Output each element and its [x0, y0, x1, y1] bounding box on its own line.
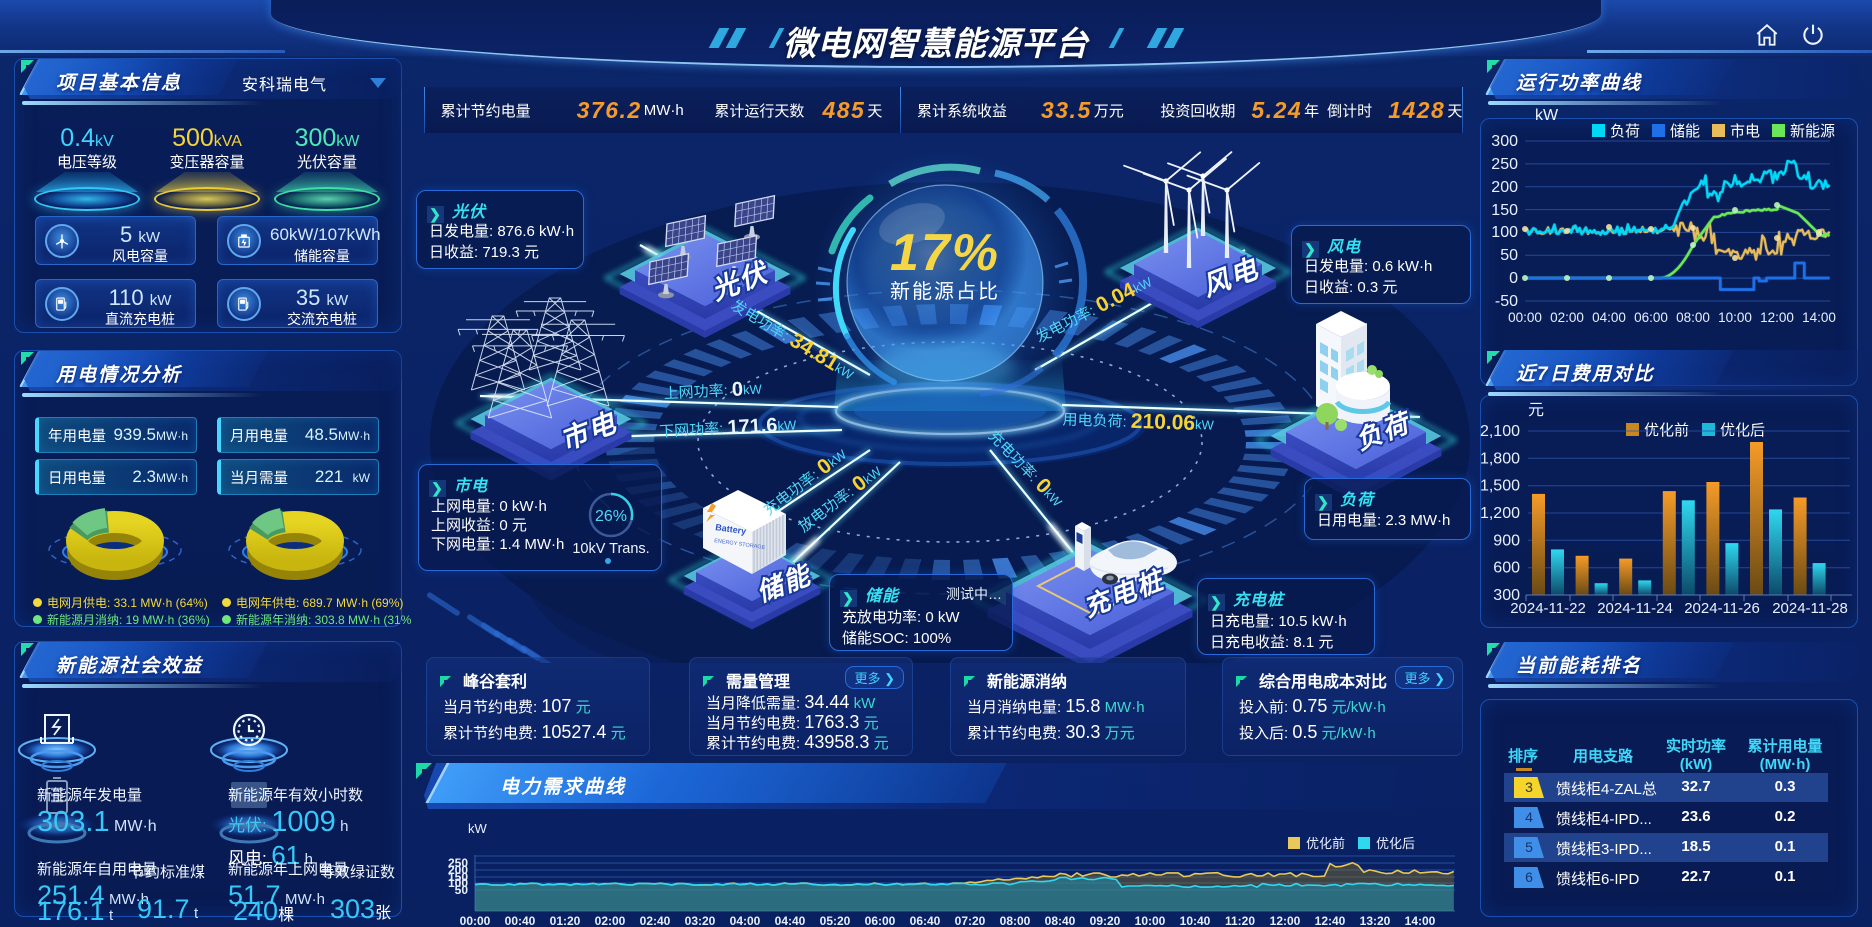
svg-text:08:00: 08:00 [1676, 310, 1710, 325]
svg-text:06:00: 06:00 [1634, 310, 1668, 325]
svg-text:00:00: 00:00 [460, 914, 491, 927]
svg-text:250: 250 [1491, 156, 1518, 173]
svg-text:12:00: 12:00 [1270, 914, 1301, 927]
svg-text:Battery: Battery [715, 522, 747, 536]
svg-text:储能: 储能 [1670, 123, 1700, 140]
svg-text:150: 150 [1491, 202, 1518, 219]
svg-text:2024-11-26: 2024-11-26 [1684, 600, 1760, 617]
svg-text:2024-11-28: 2024-11-28 [1772, 600, 1848, 617]
svg-text:1,800: 1,800 [1480, 450, 1520, 467]
svg-text:04:00: 04:00 [1592, 310, 1626, 325]
svg-text:0: 0 [1509, 270, 1518, 287]
svg-text:10:00: 10:00 [1718, 310, 1752, 325]
svg-text:14:00: 14:00 [1405, 914, 1436, 927]
svg-text:05:20: 05:20 [820, 914, 851, 927]
svg-text:17%: 17% [890, 224, 1000, 282]
svg-text:优化前: 优化前 [1306, 836, 1345, 851]
svg-text:900: 900 [1493, 532, 1520, 549]
svg-text:11:20: 11:20 [1225, 914, 1255, 927]
svg-text:10kV Trans.: 10kV Trans. [572, 541, 649, 557]
svg-text:00:40: 00:40 [505, 914, 536, 927]
svg-text:12:00: 12:00 [1760, 310, 1794, 325]
svg-text:600: 600 [1493, 560, 1520, 577]
svg-text:1,500: 1,500 [1480, 478, 1520, 495]
svg-text:02:40: 02:40 [640, 914, 671, 927]
svg-text:06:40: 06:40 [910, 914, 941, 927]
svg-text:上网功率: 0kW: 上网功率: 0kW [663, 377, 763, 404]
svg-text:150: 150 [448, 870, 468, 884]
svg-text:250: 250 [448, 856, 468, 870]
svg-text:kW: kW [1535, 107, 1559, 124]
svg-text:26%: 26% [595, 508, 627, 525]
svg-text:300: 300 [1493, 587, 1520, 604]
svg-text:12:40: 12:40 [1315, 914, 1346, 927]
svg-text:新能源占比: 新能源占比 [890, 280, 1000, 303]
svg-text:50: 50 [455, 883, 469, 897]
svg-text:下网功率: 171.6kW: 下网功率: 171.6kW [659, 413, 798, 442]
svg-text:300: 300 [1491, 133, 1518, 150]
svg-text:13:20: 13:20 [1360, 914, 1391, 927]
svg-text:元: 元 [1528, 402, 1544, 419]
svg-text:-50: -50 [1495, 293, 1518, 310]
svg-text:2,100: 2,100 [1480, 423, 1520, 440]
svg-text:04:40: 04:40 [775, 914, 806, 927]
svg-text:02:00: 02:00 [1550, 310, 1584, 325]
svg-text:14:00: 14:00 [1802, 310, 1836, 325]
svg-text:2024-11-24: 2024-11-24 [1597, 600, 1673, 617]
svg-text:优化后: 优化后 [1376, 836, 1415, 851]
svg-text:负荷: 负荷 [1610, 123, 1640, 140]
svg-text:07:20: 07:20 [955, 914, 986, 927]
svg-text:10:40: 10:40 [1180, 914, 1211, 927]
svg-text:03:20: 03:20 [685, 914, 716, 927]
svg-text:kW: kW [468, 821, 488, 836]
svg-text:00:00: 00:00 [1508, 310, 1542, 325]
svg-text:200: 200 [448, 863, 468, 877]
svg-text:01:20: 01:20 [550, 914, 581, 927]
svg-text:09:20: 09:20 [1090, 914, 1121, 927]
svg-text:08:40: 08:40 [1045, 914, 1076, 927]
svg-text:新能源: 新能源 [1790, 123, 1835, 140]
svg-text:04:00: 04:00 [730, 914, 761, 927]
svg-text:08:00: 08:00 [1000, 914, 1031, 927]
svg-text:02:00: 02:00 [595, 914, 626, 927]
svg-text:市电: 市电 [1730, 123, 1760, 140]
svg-text:50: 50 [1500, 247, 1518, 264]
svg-text:100: 100 [1491, 224, 1518, 241]
svg-text:2024-11-22: 2024-11-22 [1510, 600, 1586, 617]
svg-text:06:00: 06:00 [865, 914, 896, 927]
svg-text:200: 200 [1491, 179, 1518, 196]
svg-text:100: 100 [448, 876, 468, 890]
svg-text:1,200: 1,200 [1480, 505, 1520, 522]
svg-text:10:00: 10:00 [1135, 914, 1166, 927]
svg-text:用电负荷: 210.06kW: 用电负荷: 210.06kW [1062, 407, 1215, 435]
